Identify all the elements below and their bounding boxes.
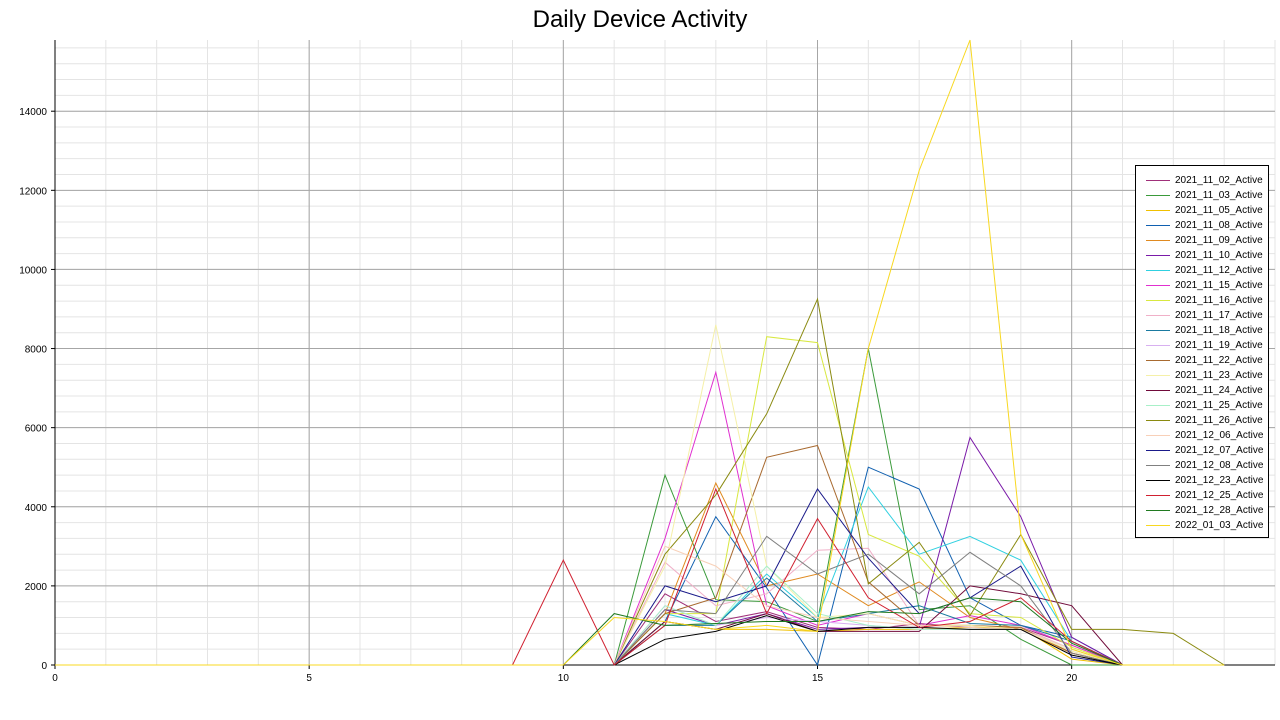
legend-label: 2021_11_08_Active: [1175, 220, 1263, 231]
series-line-2021_12_28_Active: [55, 597, 1225, 666]
legend-item: 2021_12_28_Active: [1144, 503, 1268, 518]
legend-swatch: [1146, 420, 1170, 421]
legend-label: 2021_11_16_Active: [1175, 295, 1263, 306]
series-line-2021_11_12_Active: [55, 485, 1225, 666]
legend-swatch: [1146, 435, 1170, 436]
legend-label: 2021_11_24_Active: [1175, 385, 1263, 396]
legend-swatch: [1146, 315, 1170, 316]
legend-label: 2021_11_09_Active: [1175, 235, 1263, 246]
legend-label: 2021_11_25_Active: [1175, 400, 1263, 411]
legend-item: 2021_11_05_Active: [1144, 203, 1268, 218]
legend-item: 2021_11_26_Active: [1144, 413, 1268, 428]
legend-label: 2021_12_28_Active: [1175, 505, 1264, 516]
legend-label: 2021_11_12_Active: [1175, 265, 1263, 276]
minor-gridlines: [54, 40, 1276, 666]
legend: 2021_11_02_Active 2021_11_03_Active 2021_1…: [1135, 165, 1269, 538]
legend-item: 2021_11_15_Active: [1144, 278, 1268, 293]
y-tick-label: 6000: [25, 424, 48, 435]
series-layer: [55, 39, 1225, 667]
y-tick-label: 0: [41, 661, 47, 672]
y-tick-label: 4000: [25, 503, 48, 514]
legend-label: 2021_12_25_Active: [1175, 490, 1264, 501]
legend-swatch: [1146, 300, 1170, 301]
legend-label: 2021_11_22_Active: [1175, 355, 1263, 366]
y-tick-label: 8000: [25, 345, 48, 356]
x-tick-label: 5: [306, 673, 312, 684]
legend-item: 2021_11_03_Active: [1144, 188, 1268, 203]
legend-item: 2021_12_23_Active: [1144, 473, 1268, 488]
legend-label: 2021_11_18_Active: [1175, 325, 1263, 336]
legend-swatch: [1146, 255, 1170, 256]
legend-item: 2021_11_09_Active: [1144, 233, 1268, 248]
legend-swatch: [1146, 375, 1170, 376]
x-tick-label: 0: [52, 673, 58, 684]
legend-item: 2021_11_16_Active: [1144, 293, 1268, 308]
legend-label: 2021_11_05_Active: [1175, 205, 1263, 216]
legend-swatch: [1146, 525, 1170, 526]
legend-item: 2021_11_23_Active: [1144, 368, 1268, 383]
legend-swatch: [1146, 285, 1170, 286]
legend-item: 2021_11_25_Active: [1144, 398, 1268, 413]
legend-item: 2021_12_08_Active: [1144, 458, 1268, 473]
series-line-2021_11_10_Active: [55, 436, 1225, 666]
legend-item: 2021_12_25_Active: [1144, 488, 1268, 503]
x-tick-label: 15: [812, 673, 824, 684]
legend-swatch: [1146, 225, 1170, 226]
legend-item: 2021_11_22_Active: [1144, 353, 1268, 368]
legend-swatch: [1146, 390, 1170, 391]
legend-swatch: [1146, 465, 1170, 466]
legend-label: 2021_12_07_Active: [1175, 445, 1264, 456]
y-tick-label: 10000: [19, 265, 47, 276]
legend-item: 2021_11_12_Active: [1144, 263, 1268, 278]
legend-swatch: [1146, 210, 1170, 211]
legend-label: 2021_11_15_Active: [1175, 280, 1263, 291]
legend-label: 2021_11_23_Active: [1175, 370, 1263, 381]
legend-swatch: [1146, 330, 1170, 331]
legend-label: 2021_11_02_Active: [1175, 175, 1263, 186]
legend-item: 2021_11_10_Active: [1144, 248, 1268, 263]
legend-item: 2021_11_19_Active: [1144, 338, 1268, 353]
legend-item: 2021_11_02_Active: [1144, 173, 1268, 188]
tick-labels: 0 5 10 15 20 0 2000 4000 6000 8000 10000 12000 14000: [19, 107, 1077, 684]
y-tick-label: 14000: [19, 107, 47, 118]
x-tick-label: 10: [558, 673, 570, 684]
chart-title: Daily Device Activity: [532, 6, 748, 33]
legend-swatch: [1146, 180, 1170, 181]
legend-swatch: [1146, 495, 1170, 496]
legend-swatch: [1146, 345, 1170, 346]
legend-swatch: [1146, 240, 1170, 241]
legend-label: 2022_01_03_Active: [1175, 520, 1264, 531]
series-line-2021_11_26_Active: [55, 297, 1225, 666]
legend-item: 2021_12_07_Active: [1144, 443, 1268, 458]
y-tick-label: 2000: [25, 582, 48, 593]
legend-label: 2021_12_23_Active: [1175, 475, 1264, 486]
legend-label: 2021_11_19_Active: [1175, 340, 1263, 351]
legend-label: 2021_12_06_Active: [1175, 430, 1264, 441]
legend-swatch: [1146, 510, 1170, 511]
legend-label: 2021_11_17_Active: [1175, 310, 1263, 321]
legend-swatch: [1146, 360, 1170, 361]
series-line-2022_01_03_Active: [55, 39, 1225, 666]
legend-swatch: [1146, 405, 1170, 406]
legend-item: 2021_11_18_Active: [1144, 323, 1268, 338]
y-tick-label: 12000: [19, 186, 47, 197]
legend-item: 2021_11_24_Active: [1144, 383, 1268, 398]
x-tick-label: 20: [1066, 673, 1078, 684]
legend-swatch: [1146, 270, 1170, 271]
legend-swatch: [1146, 450, 1170, 451]
axes: [51, 40, 1275, 669]
legend-label: 2021_11_03_Active: [1175, 190, 1263, 201]
legend-item: 2021_11_08_Active: [1144, 218, 1268, 233]
legend-swatch: [1146, 480, 1170, 481]
legend-item: 2021_12_06_Active: [1144, 428, 1268, 443]
legend-swatch: [1146, 195, 1170, 196]
legend-item: 2022_01_03_Active: [1144, 518, 1268, 533]
legend-label: 2021_12_08_Active: [1175, 460, 1264, 471]
legend-label: 2021_11_26_Active: [1175, 415, 1263, 426]
legend-item: 2021_11_17_Active: [1144, 308, 1268, 323]
legend-label: 2021_11_10_Active: [1175, 250, 1263, 261]
